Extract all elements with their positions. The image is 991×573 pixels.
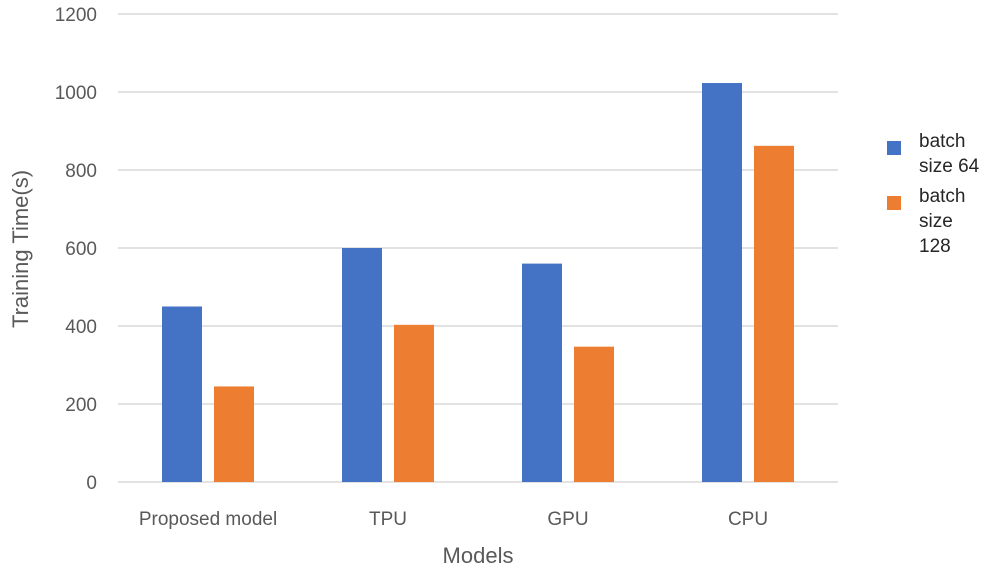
x-tick-label: GPU bbox=[547, 509, 588, 530]
legend-label: batch bbox=[919, 186, 965, 207]
bar-gpu-series-2 bbox=[574, 346, 614, 482]
legend-label: size 64 bbox=[919, 156, 980, 177]
y-tick-label: 1000 bbox=[55, 83, 97, 104]
legend-label: 128 bbox=[919, 236, 951, 257]
x-axis-title: Models bbox=[443, 543, 514, 568]
bar-proposed-model-series-2 bbox=[214, 386, 254, 482]
bar-gpu-series-1 bbox=[522, 263, 562, 482]
y-tick-label: 0 bbox=[86, 473, 97, 494]
bar-cpu-series-2 bbox=[754, 145, 794, 482]
y-tick-label: 1200 bbox=[55, 5, 97, 26]
x-tick-label: Proposed model bbox=[139, 509, 277, 530]
legend-swatch bbox=[887, 141, 901, 155]
y-tick-label: 400 bbox=[65, 317, 97, 338]
legend-label: batch bbox=[919, 131, 965, 152]
x-axis-ticks: Proposed model TPU GPU CPU bbox=[139, 509, 768, 530]
bars bbox=[162, 83, 794, 482]
y-tick-label: 600 bbox=[65, 239, 97, 260]
x-tick-label: TPU bbox=[369, 509, 407, 530]
legend: batch size 64 batch size 128 bbox=[887, 131, 980, 257]
y-tick-label: 200 bbox=[65, 395, 97, 416]
y-tick-label: 800 bbox=[65, 161, 97, 182]
bar-proposed-model-series-1 bbox=[162, 306, 202, 482]
legend-swatch bbox=[887, 196, 901, 210]
legend-label: size bbox=[919, 211, 953, 232]
bar-tpu-series-1 bbox=[342, 248, 382, 482]
y-axis-title: Training Time(s) bbox=[8, 170, 33, 328]
bar-tpu-series-2 bbox=[394, 324, 434, 482]
bar-cpu-series-1 bbox=[702, 83, 742, 482]
y-axis-ticks: 0 200 400 600 800 1000 1200 bbox=[55, 5, 97, 494]
x-tick-label: CPU bbox=[728, 509, 768, 530]
